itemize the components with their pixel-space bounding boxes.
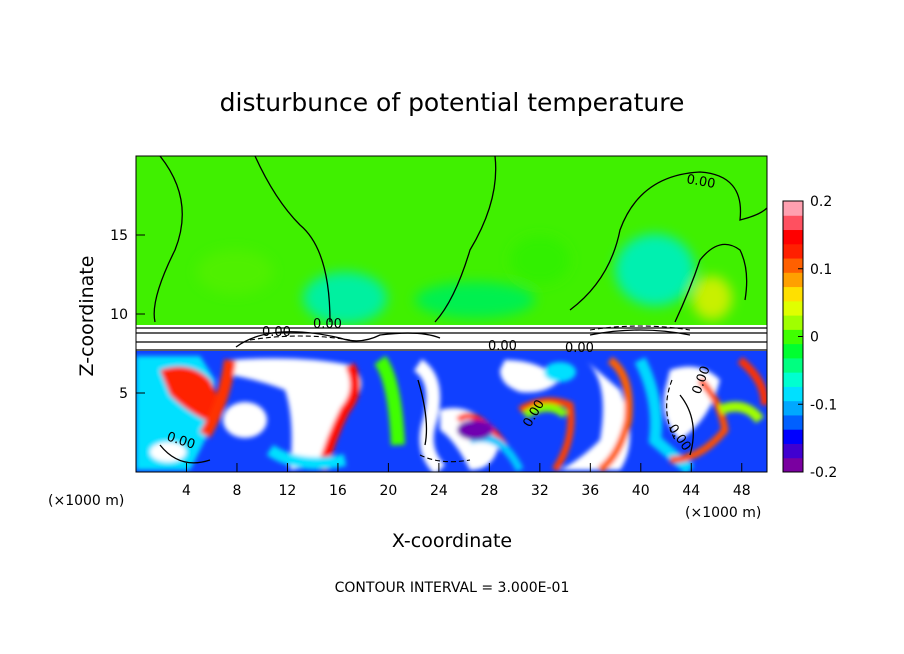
colorbar-swatch: [783, 357, 803, 373]
x-tick-label: 48: [733, 483, 751, 499]
plot-area: [136, 156, 767, 472]
colorbar-tick-label: -0.1: [810, 397, 837, 413]
x-tick-label: 8: [232, 483, 241, 499]
x-tick-label: 28: [480, 483, 498, 499]
colorbar-swatch: [783, 400, 803, 416]
contour-label: 0.00: [565, 341, 594, 356]
contour-lines-dashed: [249, 325, 691, 463]
x-tick-label: 40: [632, 483, 650, 499]
colorbar-swatch: [783, 329, 803, 345]
x-tick-label: 20: [379, 483, 397, 499]
colorbar-swatch: [783, 300, 803, 316]
colorbar-swatch: [783, 258, 803, 273]
inversion-band: [136, 325, 767, 351]
x-tick-label: 16: [329, 483, 347, 499]
colorbar-tick-label: 0.2: [810, 194, 832, 210]
colorbar-swatch: [783, 372, 803, 387]
colorbar-ticks: -0.2 -0.1 0 0.1 0.2: [798, 194, 837, 481]
colorbar-tick-label: 0: [810, 330, 819, 346]
x-tick-label: 44: [682, 483, 700, 499]
contour-label: 0.00: [685, 172, 716, 192]
colorbar-swatch: [783, 215, 803, 231]
x-tick-label: 12: [279, 483, 297, 499]
contour-lines: [136, 156, 767, 464]
x-tick-label: 24: [430, 483, 448, 499]
contour-label: 0.00: [488, 339, 517, 354]
y-tick-label: 10: [110, 307, 128, 323]
x-tick-label: 36: [581, 483, 599, 499]
colorbar-tick-label: -0.2: [810, 465, 837, 481]
x-unit-label-left: (×1000 m): [48, 493, 124, 509]
y-tick-label: 15: [110, 228, 128, 244]
colorbar-swatch: [783, 315, 803, 330]
colorbar-swatch: [783, 414, 803, 430]
colorbar-swatch: [783, 286, 803, 302]
x-tick-label: 32: [531, 483, 549, 499]
colorbar-swatch: [783, 201, 803, 216]
colorbar-swatch: [783, 443, 803, 459]
contour-interval-note: CONTOUR INTERVAL = 3.000E-01: [335, 580, 570, 596]
colorbar-swatch: [783, 272, 803, 288]
y-tick-label: 5: [119, 386, 128, 402]
x-unit-label-right: (×1000 m): [685, 505, 761, 521]
y-axis-label: Z-coordinate: [76, 256, 98, 377]
colorbar: [783, 201, 803, 473]
colorbar-swatch: [783, 229, 803, 245]
colorbar-tick-label: 0.1: [810, 262, 832, 278]
colorbar-swatch: [783, 243, 803, 259]
colorbar-swatch: [783, 457, 803, 473]
upper-layer-anomalies: [197, 234, 732, 324]
contour-label: 0.00: [262, 325, 291, 340]
colorbar-swatch: [783, 429, 803, 444]
colorbar-swatch: [783, 343, 803, 359]
lower-layer-eddies: [136, 355, 767, 472]
x-tick-label: 4: [182, 483, 191, 499]
colorbar-swatch: [783, 386, 803, 402]
contour-label: 0.00: [313, 317, 342, 332]
y-axis: 5 10 15: [110, 228, 145, 402]
x-axis: 4 8 12 16 20 24 28 32 36 40 44 48: [182, 463, 751, 499]
x-axis-label: X-coordinate: [392, 530, 512, 552]
chart-title: disturbunce of potential temperature: [220, 88, 685, 117]
